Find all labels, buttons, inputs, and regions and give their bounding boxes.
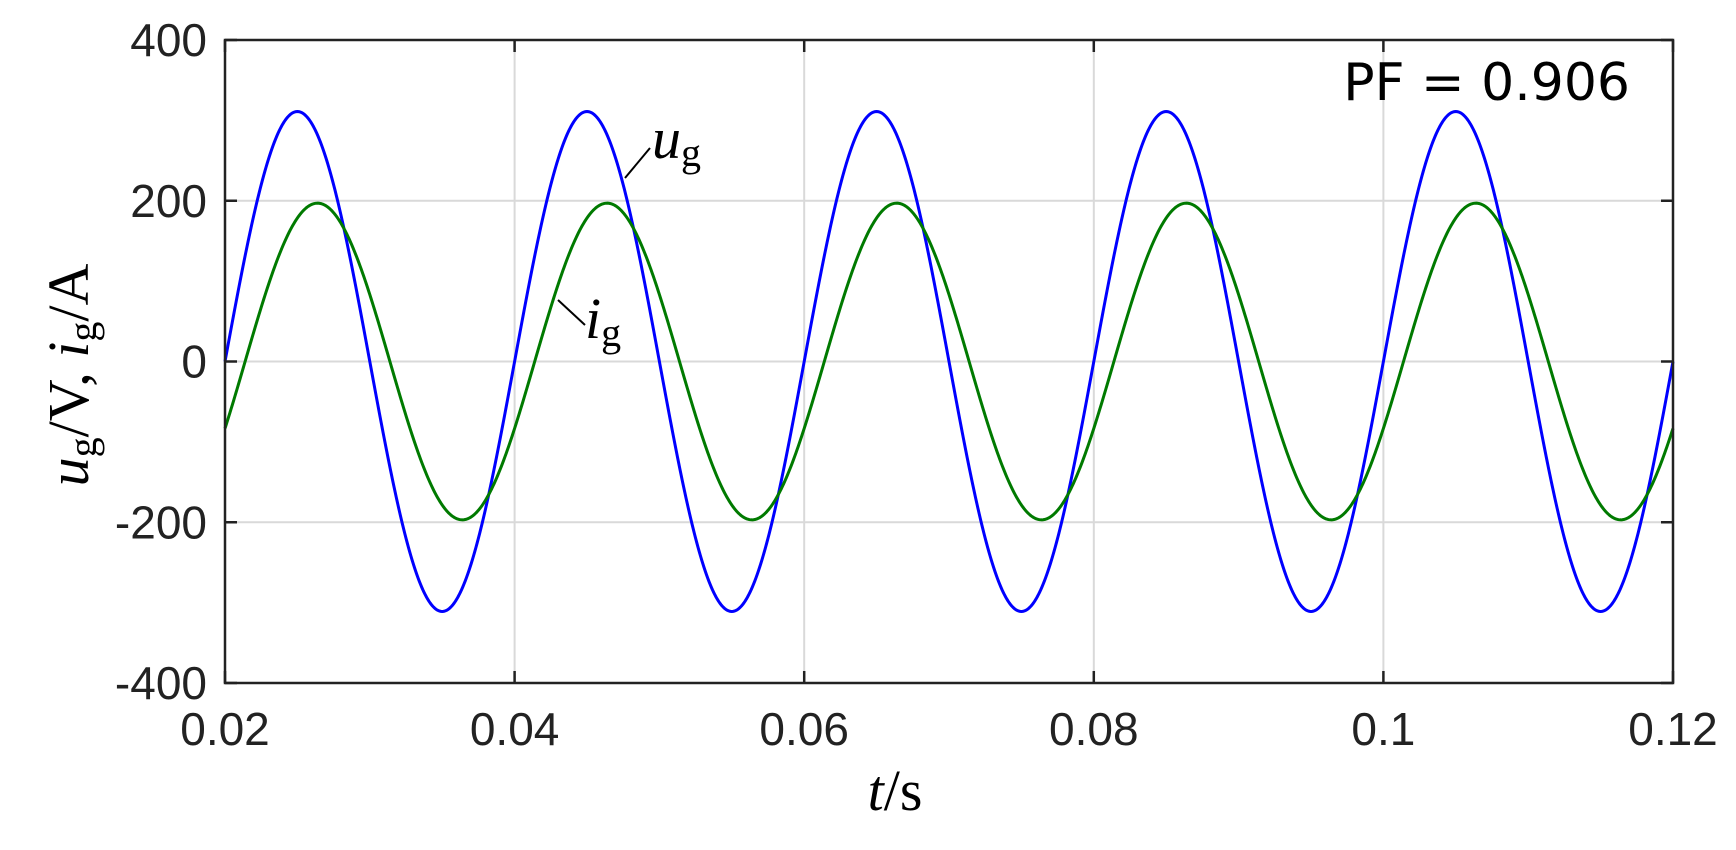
x-tick-label: 0.1 xyxy=(1351,703,1415,755)
y-axis-label-v-var: u xyxy=(36,457,101,486)
x-tick-label: 0.06 xyxy=(759,703,849,755)
y-axis-label-v-sub: g xyxy=(60,437,105,457)
y-axis-label-slash-1: / xyxy=(36,420,101,437)
svg-text:ig: ig xyxy=(585,286,621,355)
pf-annotation: PF = 0.906 xyxy=(1343,53,1630,113)
series-label-u-g-leader xyxy=(624,147,651,179)
x-axis-label-var: t xyxy=(868,758,886,823)
y-tick-label: 400 xyxy=(130,14,207,66)
series-label-i-g: ig xyxy=(557,286,621,355)
x-tick-label: 0.08 xyxy=(1049,703,1139,755)
series-label-i-g-var: i xyxy=(585,286,601,351)
y-tick-label: 0 xyxy=(181,336,207,388)
x-tick-label: 0.12 xyxy=(1628,703,1718,755)
axis-ticks: 0.02 0.04 0.06 0.08 0.1 0.12 -400 -200 0 200 400 xyxy=(115,14,1718,755)
series-label-u-g-var: u xyxy=(652,106,681,171)
x-axis-label-slash: / xyxy=(884,758,901,823)
series-label-i-g-leader xyxy=(557,299,586,326)
x-axis-label: t/s xyxy=(868,758,923,823)
y-axis-label-i-unit: A xyxy=(36,264,101,306)
series-lines xyxy=(223,110,1675,613)
y-axis-label-slash-2: / xyxy=(36,305,101,322)
y-tick-label: -400 xyxy=(115,657,207,709)
x-axis-label-unit: s xyxy=(900,758,923,823)
series-label-i-g-sub: g xyxy=(601,310,621,355)
y-axis-label-sep: , xyxy=(36,358,101,387)
x-tick-label: 0.02 xyxy=(180,703,270,755)
series-line-u-g xyxy=(223,110,1675,613)
series-label-u-g-sub: g xyxy=(681,130,701,175)
y-tick-label: 200 xyxy=(130,175,207,227)
y-axis-label: ug/V, ig/A xyxy=(36,264,105,487)
series-line-i-g xyxy=(223,201,1675,522)
y-axis-label-i-var: i xyxy=(36,342,101,358)
x-tick-label: 0.04 xyxy=(470,703,560,755)
y-tick-label: -200 xyxy=(115,496,207,548)
y-axis-label-i-sub: g xyxy=(60,322,105,342)
series-label-u-g: ug xyxy=(624,106,701,179)
svg-text:ug: ug xyxy=(652,106,701,175)
